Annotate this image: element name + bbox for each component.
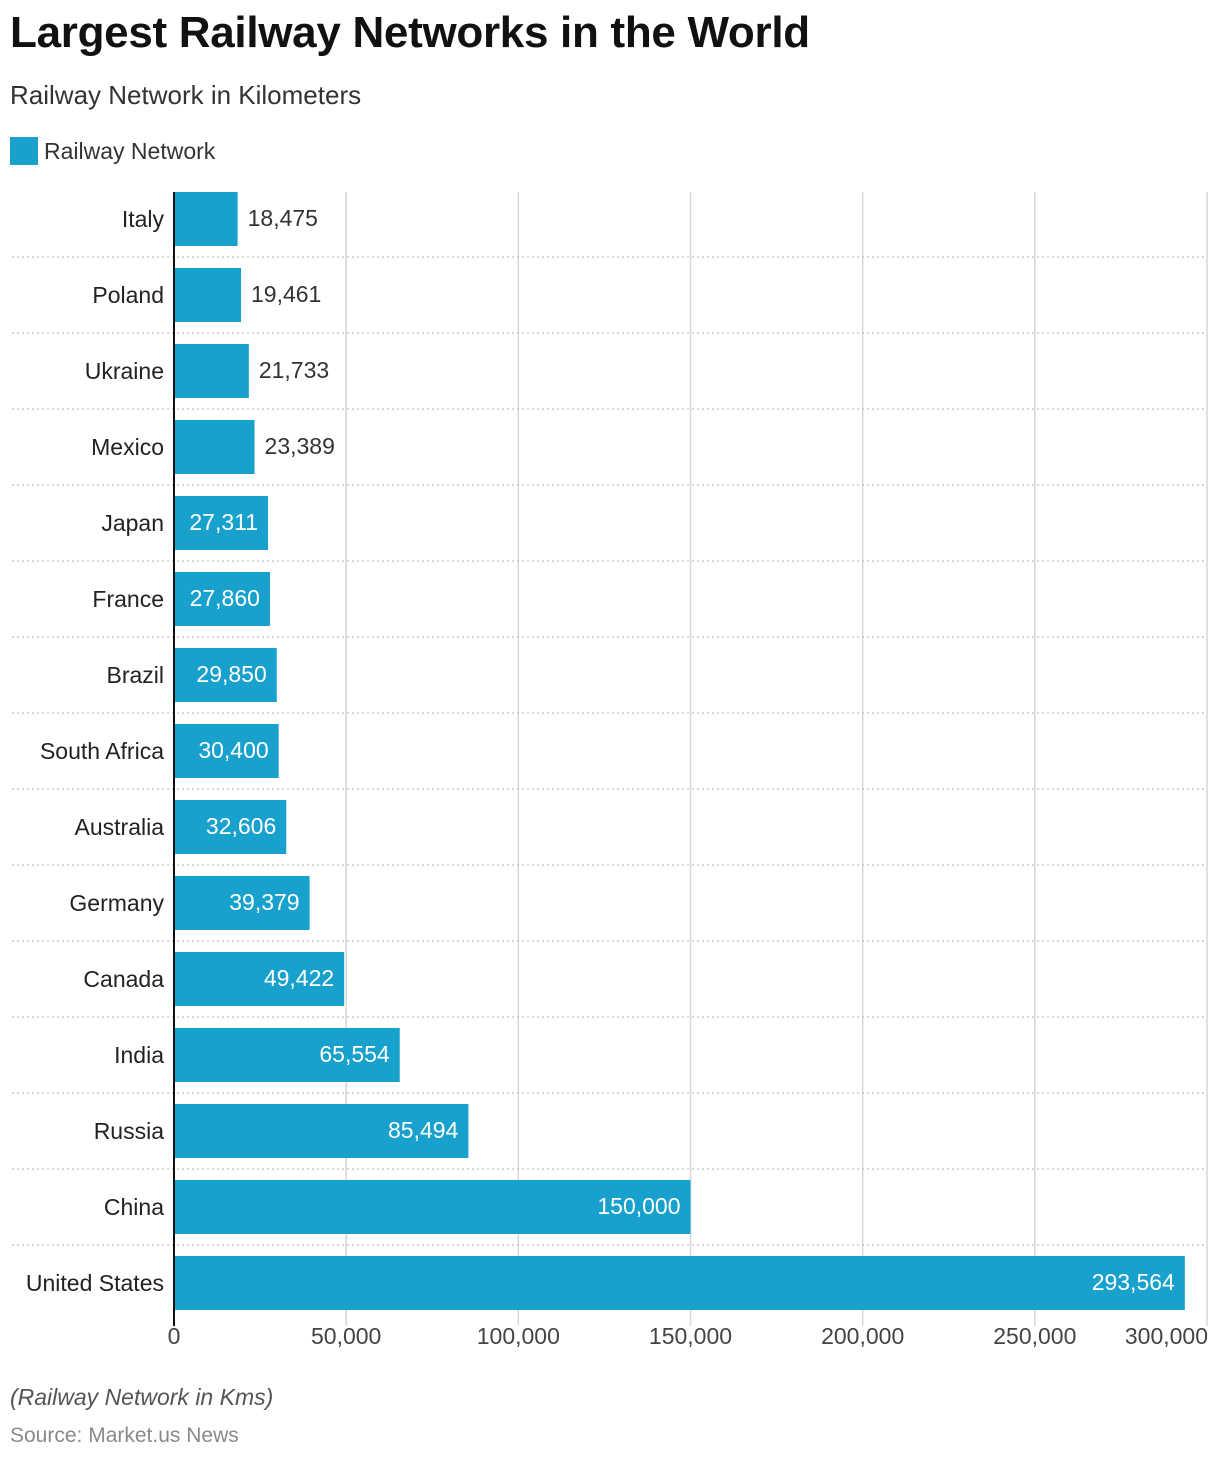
data-label: 19,461 bbox=[251, 281, 321, 307]
chart-subtitle: Railway Network in Kilometers bbox=[10, 80, 362, 110]
data-label: 27,311 bbox=[189, 509, 258, 535]
legend-swatch bbox=[10, 137, 38, 165]
x-tick-label: 300,000 bbox=[1125, 1323, 1208, 1349]
category-label: France bbox=[92, 586, 164, 612]
x-tick-label: 200,000 bbox=[821, 1323, 904, 1349]
footnote: (Railway Network in Kms) bbox=[10, 1384, 274, 1410]
source-note: Source: Market.us News bbox=[10, 1424, 239, 1447]
data-label: 150,000 bbox=[597, 1193, 680, 1219]
data-label: 293,564 bbox=[1092, 1269, 1175, 1295]
x-tick-label: 0 bbox=[168, 1323, 181, 1349]
x-tick-label: 250,000 bbox=[993, 1323, 1076, 1349]
data-label: 30,400 bbox=[198, 737, 268, 763]
bar bbox=[174, 1256, 1185, 1310]
category-label: Mexico bbox=[91, 434, 164, 460]
category-label: Canada bbox=[83, 966, 164, 992]
bar-chart: Italy 18,475 Poland 19,461 Ukraine 21,733 Mexi… bbox=[12, 192, 1208, 1349]
bar bbox=[174, 724, 279, 778]
data-label: 29,850 bbox=[196, 661, 266, 687]
category-label: United States bbox=[26, 1270, 164, 1296]
data-label: 23,389 bbox=[265, 433, 335, 459]
bar bbox=[174, 1104, 469, 1158]
bar bbox=[174, 800, 287, 854]
bar bbox=[174, 192, 238, 246]
data-label: 39,379 bbox=[229, 889, 299, 915]
bar bbox=[174, 1028, 400, 1082]
category-label: Germany bbox=[69, 890, 164, 916]
legend: Railway Network bbox=[10, 136, 215, 166]
category-label: Japan bbox=[101, 510, 164, 536]
bar bbox=[174, 344, 249, 398]
bar bbox=[174, 648, 277, 702]
x-tick-label: 150,000 bbox=[649, 1323, 732, 1349]
data-label: 65,554 bbox=[319, 1041, 390, 1067]
category-label: Australia bbox=[75, 814, 165, 840]
category-label: Ukraine bbox=[85, 358, 164, 384]
data-label: 85,494 bbox=[388, 1117, 459, 1143]
category-label: Brazil bbox=[106, 662, 164, 688]
category-label: South Africa bbox=[40, 738, 164, 764]
bar bbox=[174, 420, 255, 474]
data-label: 49,422 bbox=[264, 965, 334, 991]
x-tick-label: 100,000 bbox=[477, 1323, 560, 1349]
category-label: Poland bbox=[92, 282, 164, 308]
data-label: 18,475 bbox=[248, 205, 318, 231]
legend-label: Railway Network bbox=[44, 137, 216, 164]
category-label: India bbox=[114, 1042, 164, 1068]
category-label: China bbox=[104, 1194, 164, 1220]
chart-title: Largest Railway Networks in the World bbox=[10, 8, 810, 57]
data-label: 27,860 bbox=[190, 585, 260, 611]
data-label: 21,733 bbox=[259, 357, 329, 383]
bar bbox=[174, 572, 270, 626]
category-label: Italy bbox=[122, 206, 165, 232]
bar bbox=[174, 1180, 691, 1234]
bar bbox=[174, 876, 310, 930]
bar bbox=[174, 268, 242, 322]
category-label: Russia bbox=[94, 1118, 165, 1144]
bar bbox=[174, 496, 269, 550]
data-label: 32,606 bbox=[206, 813, 276, 839]
x-tick-label: 50,000 bbox=[311, 1323, 381, 1349]
bar bbox=[174, 952, 345, 1006]
